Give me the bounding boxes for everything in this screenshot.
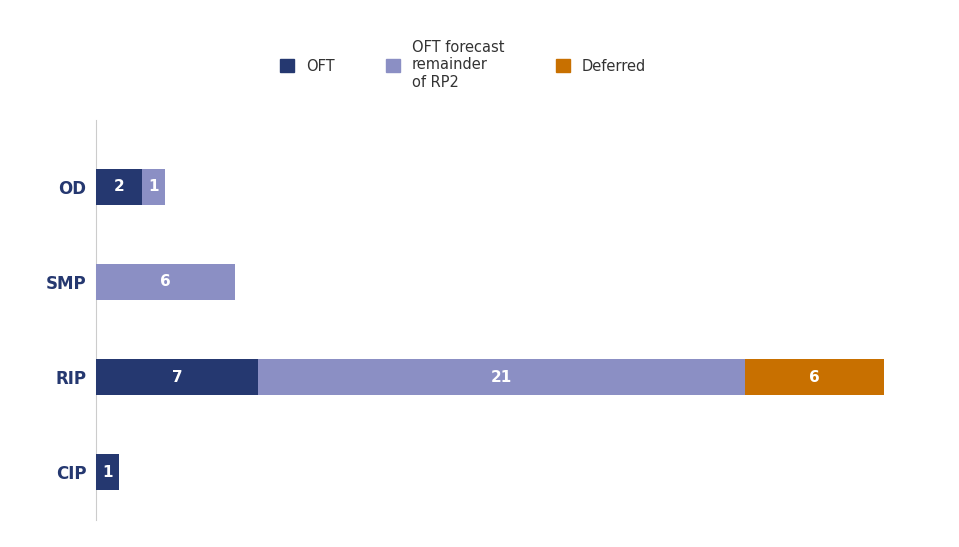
Text: 6: 6 <box>809 370 820 385</box>
Text: 6: 6 <box>160 275 171 289</box>
Bar <box>142 169 166 205</box>
Bar <box>258 359 745 395</box>
Text: 1: 1 <box>103 464 113 480</box>
Bar <box>96 264 235 300</box>
Text: 1: 1 <box>149 179 159 194</box>
Bar <box>745 359 884 395</box>
Bar <box>96 454 119 490</box>
Legend: OFT, OFT forecast
remainder
of RP2, Deferred: OFT, OFT forecast remainder of RP2, Defe… <box>280 40 646 90</box>
Text: 2: 2 <box>114 179 125 194</box>
Text: 7: 7 <box>172 370 182 385</box>
Text: 21: 21 <box>491 370 512 385</box>
Bar <box>96 359 258 395</box>
Bar <box>96 169 142 205</box>
